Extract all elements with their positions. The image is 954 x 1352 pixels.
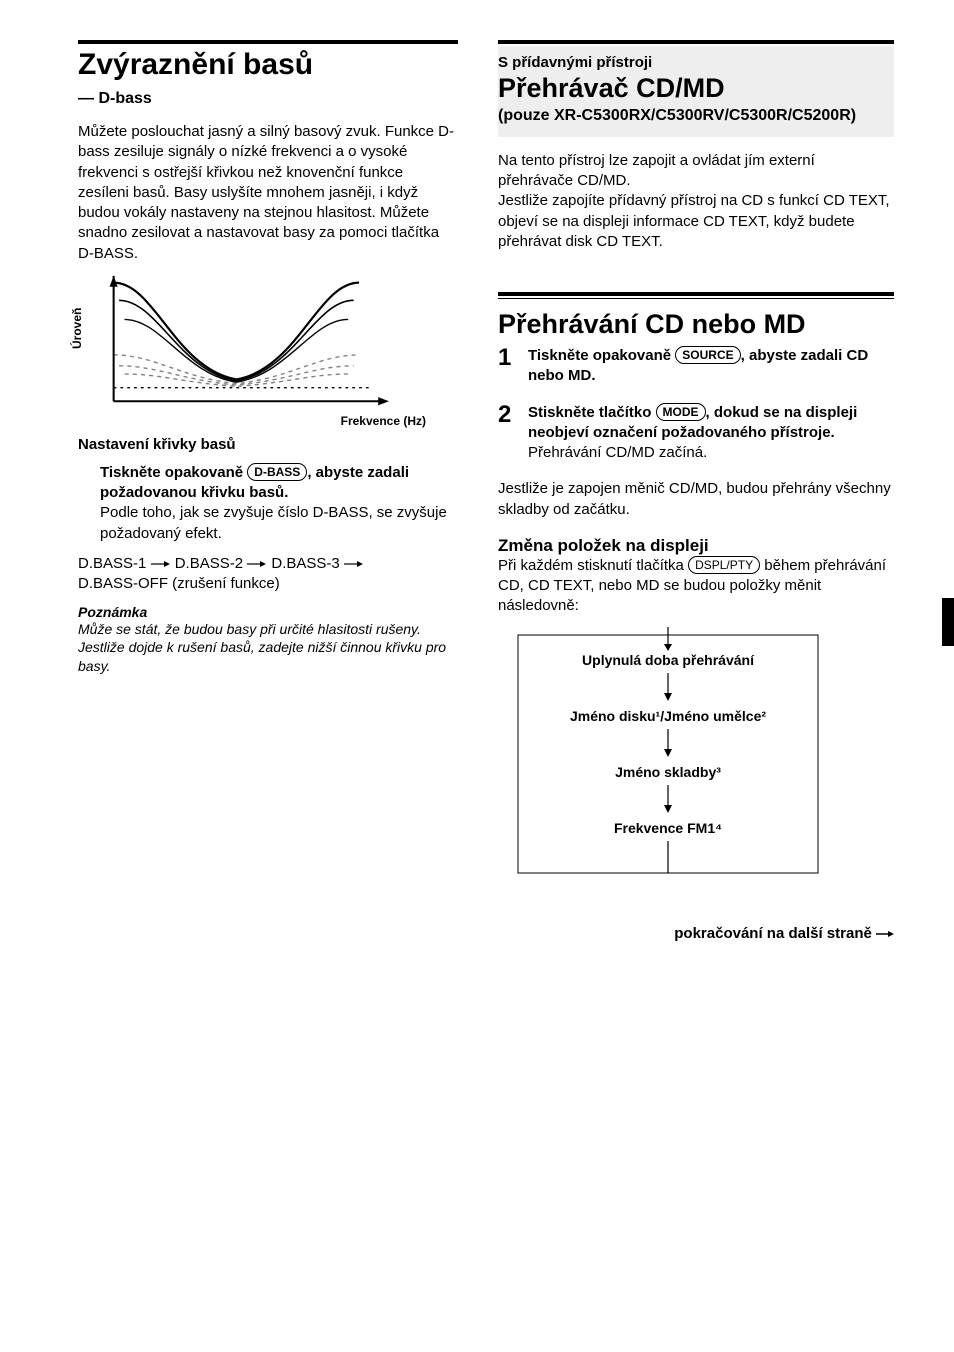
step-body: Tiskněte opakovaně SOURCE, abyste zadali… xyxy=(528,346,894,387)
continued-next-page: pokračování na další straně xyxy=(498,925,894,942)
rule xyxy=(498,40,894,44)
dspl-pty-button-label: DSPL/PTY xyxy=(688,556,760,574)
heading-bass: Zvýraznění basů xyxy=(78,48,458,82)
after-steps: Jestliže je zapojen měnič CD/MD, budou p… xyxy=(498,479,894,520)
page-edge-tab xyxy=(942,598,954,646)
curve-heading: Nastavení křivky basů xyxy=(78,436,458,453)
step-number: 2 xyxy=(498,403,516,464)
heading-playback: Přehrávání CD nebo MD xyxy=(498,309,894,340)
dbass-button-label: D-BASS xyxy=(247,463,307,481)
flow-item: Jméno skladby³ xyxy=(615,764,721,780)
flow-item: Uplynulá doba přehrávání xyxy=(582,652,755,668)
step-instruction: Tiskněte opakovaně D-BASS, abyste zadali… xyxy=(100,463,458,544)
intro-paragraph: Můžete poslouchat jasný a silný basový z… xyxy=(78,122,458,264)
box-pretitle: S přídavnými přístroji xyxy=(498,54,884,71)
flow-item: Frekvence FM1⁴ xyxy=(614,820,722,836)
box-title: Přehrávač CD/MD xyxy=(498,73,884,104)
display-change-para: Při každém stisknutí tlačítka DSPL/PTY b… xyxy=(498,556,894,617)
left-column: Zvýraznění basů — D-bass Můžete poslouch… xyxy=(78,40,458,942)
page: Zvýraznění basů — D-bass Můžete poslouch… xyxy=(0,0,954,982)
numbered-step: 1 Tiskněte opakovaně SOURCE, abyste zadal… xyxy=(498,346,894,387)
chart-y-label: Úroveň xyxy=(70,307,84,348)
dbass-sequence: D.BASS-1 D.BASS-2 D.BASS-3 D.BASS-OFF (z… xyxy=(78,554,458,595)
rule xyxy=(498,292,894,296)
step-number: 1 xyxy=(498,346,516,387)
chart-svg xyxy=(100,274,400,414)
note-body: Může se stát, že budou basy při určité h… xyxy=(78,620,458,675)
right-column: S přídavnými přístroji Přehrávač CD/MD (… xyxy=(498,40,894,942)
box-subtitle: (pouze XR-C5300RX/C5300RV/C5300R/C5200R) xyxy=(498,106,884,127)
step-plain: Podle toho, jak se zvyšuje číslo D-BASS,… xyxy=(100,504,447,541)
display-change-heading: Změna položek na displeji xyxy=(498,536,894,556)
continued-text: pokračování na další straně xyxy=(674,925,876,942)
flow-diagram: Uplynulá doba přehrávání Jméno disku¹/Jmé… xyxy=(498,627,838,897)
rule xyxy=(498,298,894,299)
right-intro: Na tento přístroj lze zapojit a ovládat … xyxy=(498,151,894,252)
rule xyxy=(78,40,458,44)
subtitle-dbass: — D-bass xyxy=(78,90,458,108)
dbass-chart: Úroveň Frekvence (Hz) xyxy=(78,274,388,424)
flow-item: Jméno disku¹/Jméno umělce² xyxy=(570,708,766,724)
note-heading: Poznámka xyxy=(78,604,458,620)
step-bold-a: Tiskněte opakovaně xyxy=(100,464,247,481)
chart-x-label: Frekvence (Hz) xyxy=(341,414,426,428)
section-header-box: S přídavnými přístroji Přehrávač CD/MD (… xyxy=(498,46,894,137)
disp-p-a: Při každém stisknutí tlačítka xyxy=(498,557,688,574)
numbered-step: 2Stiskněte tlačítko MODE, dokud se na di… xyxy=(498,403,894,464)
arrow-right-icon xyxy=(876,929,894,939)
step-body: Stiskněte tlačítko MODE, dokud se na dis… xyxy=(528,403,894,464)
